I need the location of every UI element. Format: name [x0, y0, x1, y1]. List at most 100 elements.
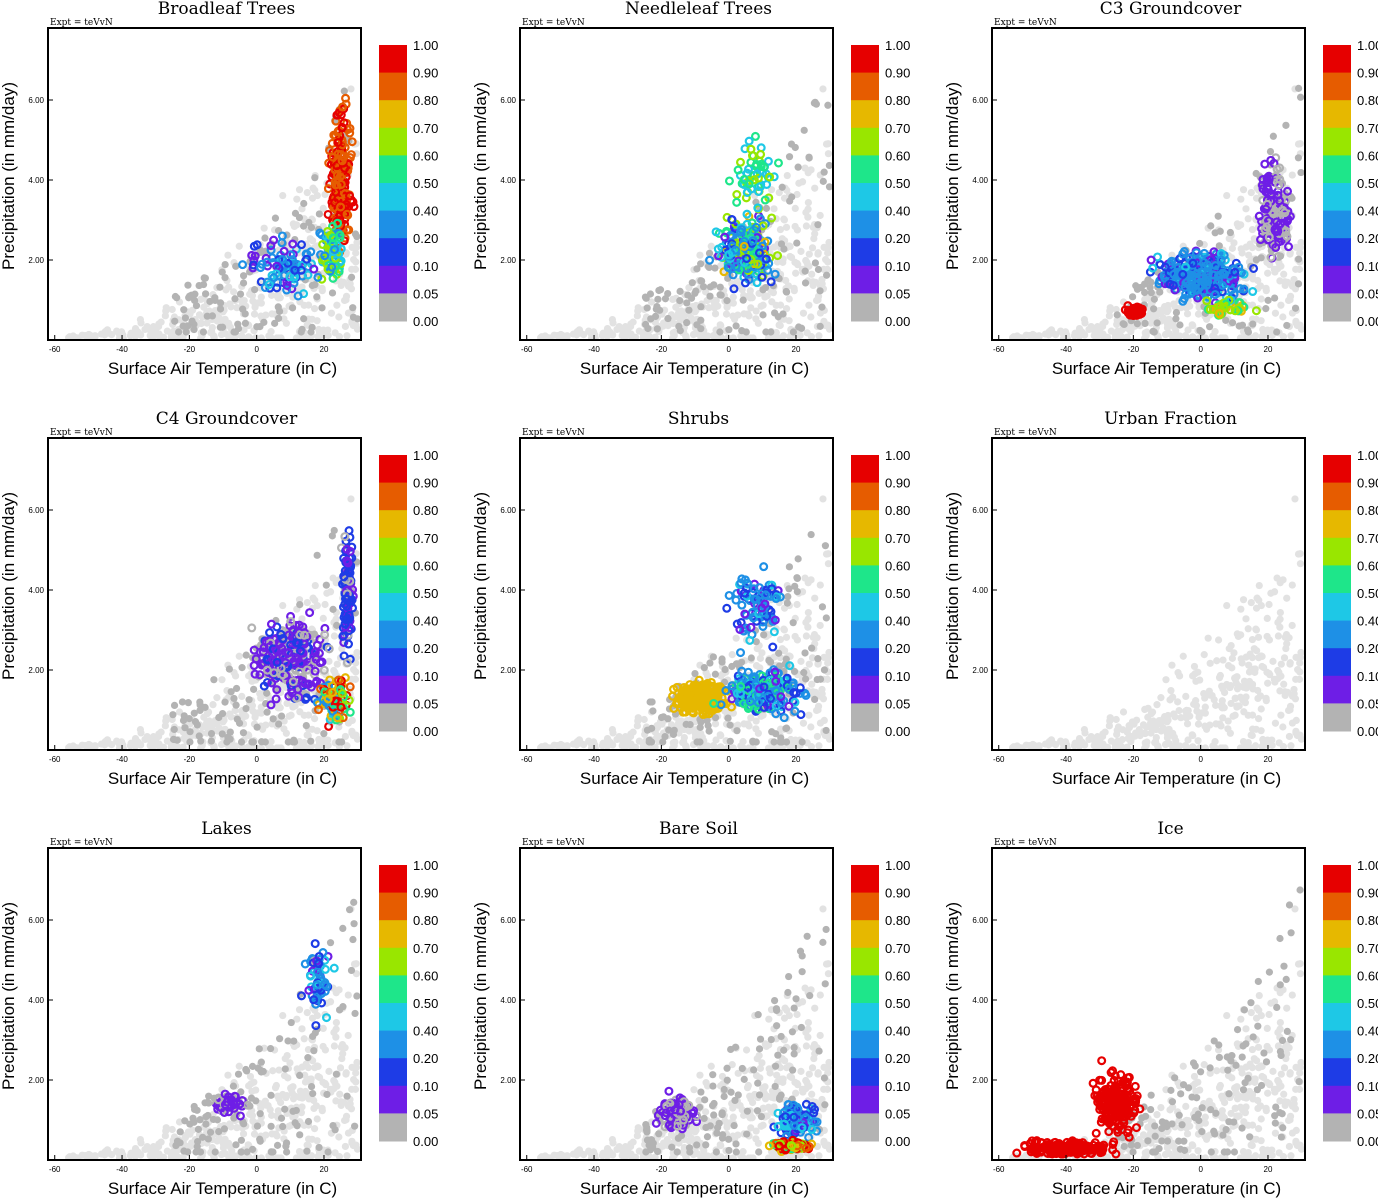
zero-point	[1215, 242, 1223, 250]
zero-point	[237, 738, 246, 746]
background-point	[1159, 316, 1167, 324]
zero-point	[816, 322, 824, 330]
colorbar-swatch	[1323, 45, 1351, 74]
background-point	[225, 334, 233, 340]
background-point	[256, 689, 264, 698]
background-point	[807, 313, 815, 321]
data-point	[342, 589, 352, 599]
background-point	[319, 614, 327, 622]
background-point	[651, 333, 659, 340]
data-point	[732, 197, 742, 207]
zero-point	[169, 711, 177, 719]
colorbar-swatch	[379, 620, 407, 649]
background-point	[260, 224, 268, 232]
zero-point	[1141, 288, 1149, 297]
background-point	[333, 660, 341, 668]
zero-point	[762, 204, 771, 212]
data-point	[255, 670, 265, 680]
zero-point	[699, 283, 708, 291]
background-point	[353, 735, 361, 743]
background-point	[1092, 332, 1100, 340]
colorbar-swatch	[379, 155, 407, 184]
zero-point	[203, 312, 211, 320]
expt-annotation: Expt = teVvN	[50, 18, 113, 28]
colorbar-swatch	[379, 100, 407, 129]
data-point	[250, 669, 260, 679]
background-point	[752, 717, 760, 725]
background-point	[824, 560, 833, 568]
data-point	[313, 705, 323, 715]
zero-point	[747, 654, 755, 662]
zero-point	[225, 665, 233, 673]
data-point	[286, 250, 296, 260]
colorbar-swatch	[1323, 72, 1351, 101]
background-point	[696, 251, 704, 259]
data-point	[1210, 261, 1220, 271]
colorbar-label: 0.05	[413, 286, 438, 301]
data-point	[1274, 196, 1284, 206]
background-point	[824, 150, 833, 158]
background-point	[1288, 171, 1296, 179]
zero-point	[1273, 328, 1281, 336]
background-point	[88, 743, 96, 750]
zero-point	[1226, 228, 1234, 237]
data-point	[345, 682, 355, 692]
background-point	[279, 601, 287, 610]
zero-point	[808, 644, 816, 652]
data-point	[296, 658, 306, 668]
zero-point	[767, 658, 775, 666]
colorbar-label: 0.40	[413, 204, 438, 219]
background-point	[784, 282, 793, 290]
zero-point	[782, 724, 790, 733]
background-point	[242, 712, 250, 720]
zero-point	[207, 737, 215, 745]
zero-point	[785, 563, 793, 571]
data-point	[288, 677, 298, 687]
expt-annotation: Expt = teVvN	[994, 18, 1057, 28]
colorbar-label: 0.20	[413, 231, 438, 246]
data-point	[674, 693, 684, 703]
background-point	[1047, 326, 1056, 334]
zero-point	[759, 311, 767, 319]
data-point	[757, 241, 767, 251]
data-point	[744, 136, 754, 146]
zero-point	[645, 736, 653, 744]
data-point	[276, 663, 286, 673]
zero-point	[728, 662, 736, 671]
zero-point	[1216, 227, 1224, 235]
background-point	[1196, 334, 1204, 340]
data-point	[333, 713, 343, 723]
background-point	[816, 211, 824, 220]
data-point	[335, 172, 345, 182]
zero-point	[216, 323, 224, 331]
background-point	[298, 283, 306, 291]
colorbar-swatch	[1323, 293, 1351, 322]
background-point	[1170, 300, 1178, 308]
zero-point	[1113, 311, 1121, 319]
background-point	[235, 242, 243, 250]
background-point	[816, 581, 824, 589]
background-point	[168, 305, 176, 314]
background-point	[137, 729, 145, 737]
background-point	[759, 711, 767, 719]
colorbar-swatch	[379, 210, 407, 239]
zero-point	[216, 283, 224, 291]
data-point	[264, 280, 274, 290]
zero-point	[818, 303, 826, 311]
zero-point	[305, 218, 313, 227]
zero-point	[789, 328, 798, 336]
background-point	[1230, 239, 1238, 247]
background-point	[780, 216, 789, 224]
zero-point	[311, 174, 319, 182]
background-point	[1297, 325, 1305, 333]
background-point	[327, 309, 336, 317]
background-point	[148, 742, 156, 750]
panel-title: Broadleaf Trees	[158, 0, 296, 19]
x-tick-label: -40	[116, 345, 128, 354]
background-point	[776, 225, 785, 234]
background-point	[1209, 332, 1217, 340]
zero-point	[216, 305, 225, 313]
background-point	[350, 256, 358, 264]
background-point	[642, 331, 650, 339]
data-point	[755, 214, 765, 224]
